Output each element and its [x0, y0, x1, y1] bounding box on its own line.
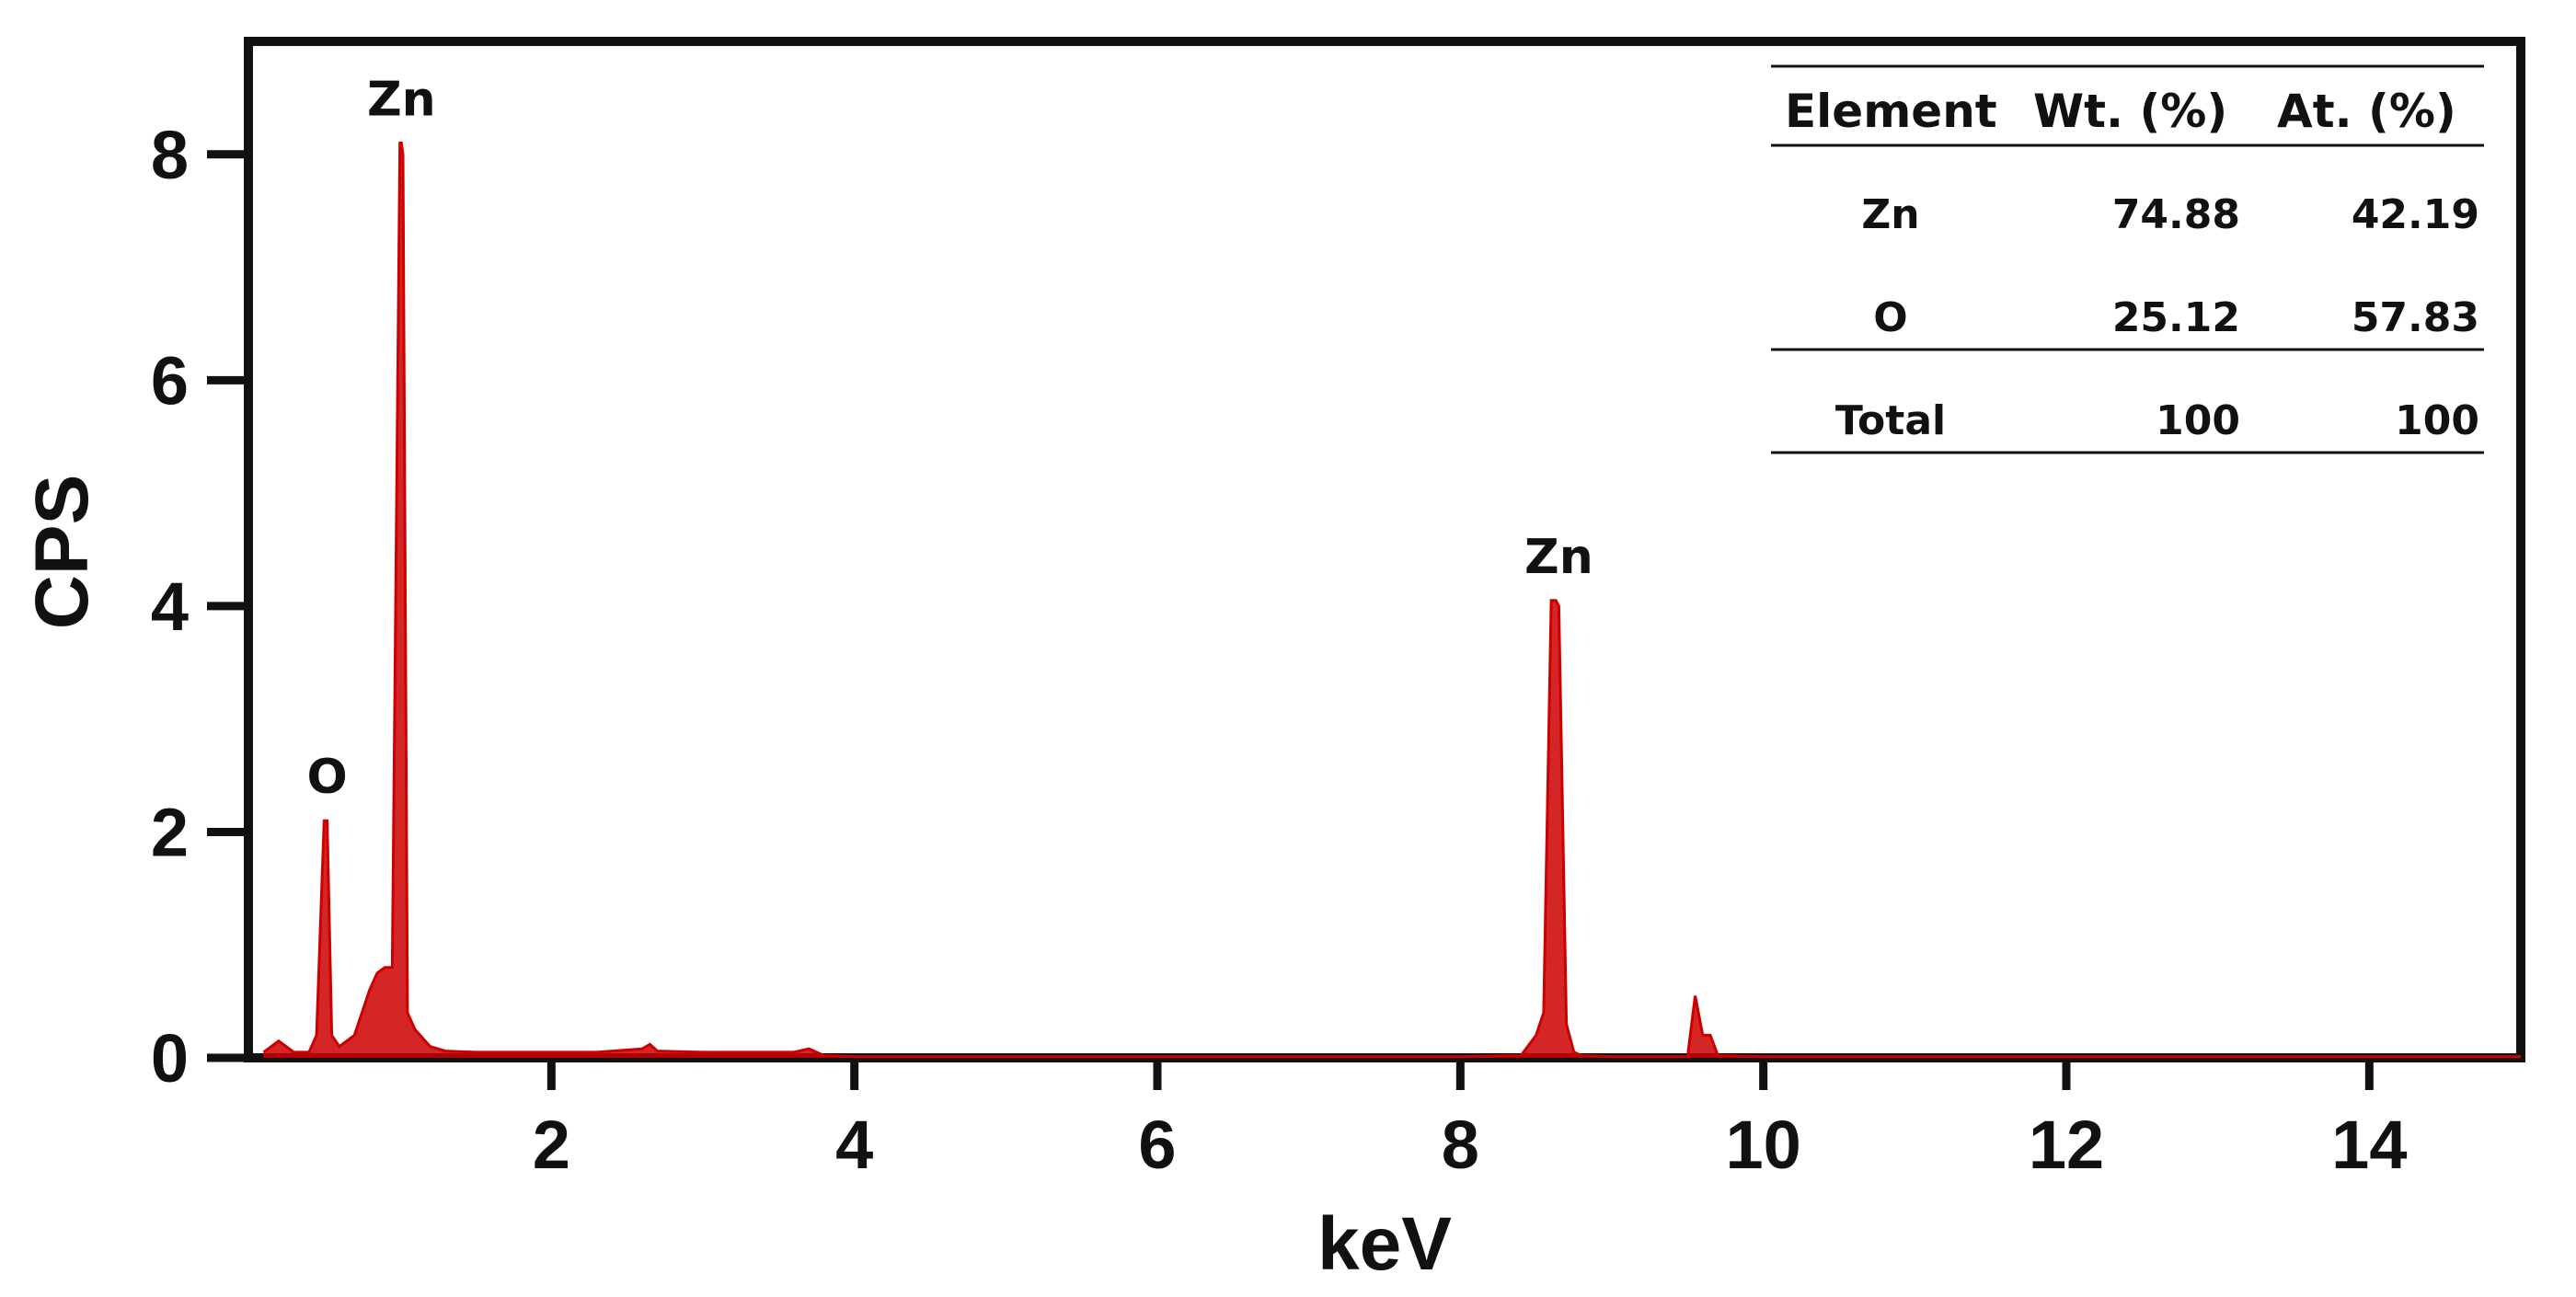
table-cell: 42.19 — [2352, 191, 2479, 238]
y-tick-label: 0 — [151, 1020, 189, 1096]
plot-frame — [244, 37, 2525, 1062]
table-header: Wt. (%) — [2033, 85, 2227, 138]
x-tick-label: 2 — [533, 1107, 570, 1183]
composition-table: Element Wt. (%) At. (%) Zn 74.88 42.19 O 25.12 5… — [1771, 64, 2484, 454]
table-header: Element — [1785, 85, 1997, 138]
y-axis-ticks: 0 2 4 6 8 — [151, 117, 248, 1096]
peak-label: O — [307, 750, 348, 805]
table-cell: 74.88 — [2112, 191, 2240, 238]
table-cell: Total — [1835, 397, 1946, 444]
y-tick-label: 4 — [151, 568, 189, 645]
x-tick-label: 6 — [1138, 1107, 1176, 1183]
peak-labels: O Zn Zn — [307, 73, 1593, 806]
y-tick-label: 6 — [151, 342, 189, 419]
x-tick-label: 12 — [2029, 1107, 2104, 1183]
table-header: At. (%) — [2277, 85, 2456, 138]
table-cell: 25.12 — [2112, 294, 2240, 341]
table-cell: 57.83 — [2352, 294, 2479, 341]
table-cell: 100 — [2395, 397, 2479, 444]
x-tick-label: 8 — [1442, 1107, 1479, 1183]
x-axis-ticks: 2 4 6 8 10 12 14 — [533, 1058, 2407, 1183]
x-axis-title: keV — [1317, 1202, 1452, 1286]
y-axis-title: CPS — [20, 475, 104, 630]
table-cell: 100 — [2156, 397, 2240, 444]
x-tick-label: 4 — [835, 1107, 873, 1183]
x-tick-label: 14 — [2331, 1107, 2407, 1183]
y-tick-label: 2 — [151, 794, 189, 870]
spectrum-line — [262, 142, 2521, 1059]
x-tick-label: 10 — [1726, 1107, 1801, 1183]
y-tick-label: 8 — [151, 117, 189, 193]
table-cell: Zn — [1861, 191, 1919, 238]
table-cell: O — [1873, 294, 1907, 341]
peak-label: Zn — [1524, 530, 1593, 585]
peak-label: Zn — [367, 73, 436, 128]
